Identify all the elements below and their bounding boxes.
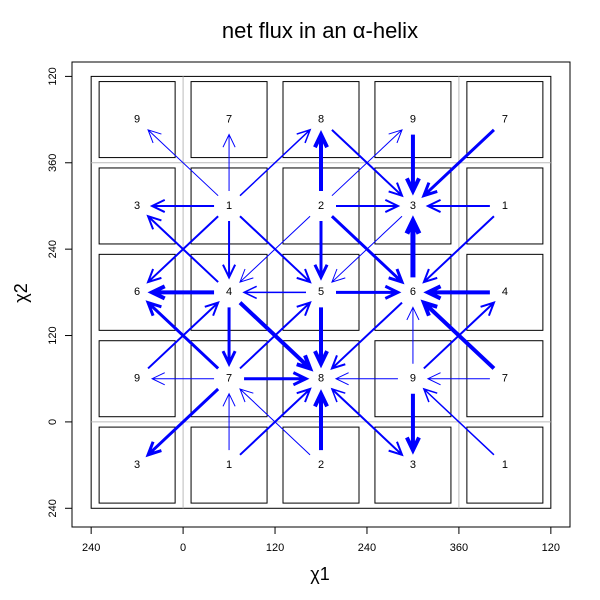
flux-arrow [149, 198, 215, 213]
flux-arrow [313, 307, 329, 369]
flux-arrow [145, 387, 220, 458]
flux-arrow [423, 284, 490, 301]
y-tick-label: 0 [47, 419, 59, 425]
flux-arrow [331, 215, 403, 283]
flux-arrow [426, 372, 490, 386]
node-label: 7 [502, 113, 508, 125]
flux-arrow [331, 388, 404, 457]
node-label: 2 [318, 459, 324, 471]
flux-arrow [147, 284, 215, 301]
node-label: 9 [410, 373, 416, 385]
flux-arrow [239, 128, 312, 197]
flux-arrow [425, 198, 490, 213]
node-label: 9 [410, 113, 416, 125]
y-tick-label: 120 [47, 326, 59, 344]
y-tick-label: 360 [47, 154, 59, 172]
flux-arrow [239, 215, 311, 283]
x-tick-label: 360 [450, 542, 468, 554]
flux-arrow [405, 134, 421, 196]
node-label: 5 [318, 286, 324, 298]
node-box [98, 426, 176, 504]
flux-arrow [406, 306, 420, 364]
flux-arrow [242, 285, 306, 300]
flux-arrow [146, 214, 219, 283]
flux-arrow [150, 372, 215, 386]
plot-frame [71, 61, 571, 528]
flux-arrow [330, 301, 403, 371]
flux-arrow [334, 372, 398, 386]
flux-arrow [239, 301, 312, 370]
node-box [98, 81, 176, 159]
node-label: 3 [134, 200, 140, 212]
node-label: 7 [226, 373, 232, 385]
node-label: 9 [134, 113, 140, 125]
flux-arrow [239, 388, 311, 456]
x-tick-label: 120 [266, 542, 284, 554]
flux-arrow [222, 133, 236, 191]
flux-arrow [336, 284, 402, 300]
node-label: 8 [318, 373, 324, 385]
x-tick-label: 240 [358, 542, 376, 554]
flux-arrow [147, 129, 219, 197]
node-label: 3 [410, 200, 416, 212]
node-label: 7 [502, 373, 508, 385]
flux-arrow [421, 128, 495, 199]
node-label: 1 [226, 459, 232, 471]
y-tick-label: 240 [47, 240, 59, 258]
flux-arrow [222, 392, 236, 451]
chart-title: net flux in an α-helix [222, 18, 418, 43]
flux-arrow [313, 220, 329, 281]
flux-arrow [422, 387, 495, 456]
node-label: 1 [502, 200, 508, 212]
node-label: 6 [410, 286, 416, 298]
node-label: 1 [226, 200, 232, 212]
node-label: 2 [318, 200, 324, 212]
flux-arrow [244, 371, 310, 387]
x-tick-label: 240 [82, 542, 100, 554]
node-label: 8 [318, 113, 324, 125]
inner-frame [90, 75, 552, 509]
flux-arrow [222, 220, 237, 280]
node-box [466, 81, 544, 159]
y-tick-label: 240 [47, 499, 59, 517]
x-tick-label: 0 [180, 542, 186, 554]
node-label: 4 [226, 286, 232, 298]
x-tick-label: 120 [542, 542, 560, 554]
y-tick-label: 120 [47, 67, 59, 85]
node-box [466, 426, 544, 504]
flux-arrow [147, 301, 220, 370]
flux-arrow [422, 215, 495, 284]
flux-arrow [336, 198, 401, 213]
node-label: 6 [134, 286, 140, 298]
flux-arrow [331, 129, 403, 197]
node-label: 3 [410, 459, 416, 471]
y-axis-label: χ2 [11, 283, 31, 302]
node-label: 4 [502, 286, 508, 298]
node-label: 7 [226, 113, 232, 125]
flux-arrow [221, 307, 237, 368]
flux-arrow [313, 389, 329, 451]
node-label: 1 [502, 459, 508, 471]
flux-arrow [405, 393, 421, 455]
node-label: 3 [134, 459, 140, 471]
flux-arrow [420, 299, 496, 370]
node-label: 9 [134, 373, 140, 385]
flux-arrow [313, 129, 329, 191]
flux-arrow [404, 215, 422, 278]
x-axis-label: χ1 [310, 564, 329, 584]
